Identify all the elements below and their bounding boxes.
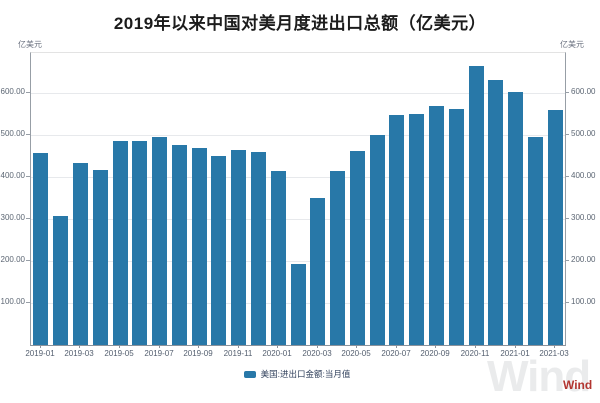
bar (528, 137, 543, 345)
bar (330, 171, 345, 345)
y-axis-label: 500.00 (571, 129, 596, 138)
bar (152, 137, 167, 345)
x-axis-label: 2020-07 (381, 349, 411, 358)
bar (132, 141, 147, 345)
wind-watermark-large: Wind (487, 352, 591, 401)
x-axis-tick (238, 345, 239, 348)
y-axis-label: 600.00 (0, 87, 25, 96)
y-axis-unit-left: 亿美元 (18, 40, 42, 49)
x-axis-tick (79, 345, 80, 348)
gridline (31, 135, 565, 136)
bar (429, 106, 444, 345)
bar (73, 163, 88, 345)
bar (192, 148, 207, 345)
x-axis-label: 2019-01 (25, 349, 55, 358)
x-axis-label: 2019-07 (144, 349, 174, 358)
gridline (31, 261, 565, 262)
x-axis-label: 2019-05 (104, 349, 134, 358)
bar (310, 198, 325, 345)
x-axis-tick (159, 345, 160, 348)
y-axis-tick (26, 260, 30, 261)
y-axis-label: 400.00 (571, 171, 596, 180)
bar (389, 115, 404, 345)
x-axis-label: 2020-01 (262, 349, 292, 358)
bar (33, 153, 48, 345)
y-axis-label: 100.00 (571, 297, 596, 306)
x-axis-tick (198, 345, 199, 348)
x-axis-label: 2020-09 (420, 349, 450, 358)
y-axis-label: 500.00 (0, 129, 25, 138)
x-axis-tick (396, 345, 397, 348)
x-axis-tick (277, 345, 278, 348)
y-axis-tick (26, 302, 30, 303)
y-axis-tick (565, 92, 569, 93)
bar (350, 151, 365, 345)
x-axis-tick (435, 345, 436, 348)
y-axis-tick (26, 218, 30, 219)
x-axis-tick (40, 345, 41, 348)
bar (409, 114, 424, 345)
x-axis-tick (515, 345, 516, 348)
x-axis-tick (317, 345, 318, 348)
x-axis-label: 2021-01 (500, 349, 530, 358)
y-axis-label: 300.00 (571, 213, 596, 222)
y-axis-tick (565, 176, 569, 177)
y-axis-label: 100.00 (0, 297, 25, 306)
x-axis-label: 2019-03 (64, 349, 94, 358)
y-axis-label: 300.00 (0, 213, 25, 222)
legend: 美国:进出口金额:当月值 (30, 368, 564, 380)
y-axis-tick (565, 302, 569, 303)
y-axis-label: 200.00 (0, 255, 25, 264)
y-axis-unit-right: 亿美元 (560, 40, 584, 49)
bar (449, 109, 464, 345)
bar (370, 135, 385, 345)
chart-title: 2019年以来中国对美月度进出口总额（亿美元） (113, 14, 487, 33)
gridline (31, 219, 565, 220)
y-axis-tick (565, 260, 569, 261)
y-axis-label: 400.00 (0, 171, 25, 180)
bar (291, 264, 306, 345)
bar (469, 66, 484, 345)
bar (172, 145, 187, 345)
bar (251, 152, 266, 345)
bar (548, 110, 563, 345)
wind-logo-small: Wind (563, 378, 593, 392)
bar (231, 150, 246, 345)
bar (488, 80, 503, 345)
y-axis-tick (26, 134, 30, 135)
x-axis-label: 2021-03 (539, 349, 569, 358)
x-axis-tick (554, 345, 555, 348)
x-axis-tick (475, 345, 476, 348)
bar (508, 92, 523, 345)
x-axis-label: 2020-05 (341, 349, 371, 358)
gridline (31, 93, 565, 94)
y-axis-tick (565, 134, 569, 135)
legend-label: 美国:进出口金额:当月值 (260, 369, 351, 379)
x-axis-label: 2019-09 (183, 349, 213, 358)
bar (271, 171, 286, 345)
x-axis-tick (356, 345, 357, 348)
gridline (31, 177, 565, 178)
bar (93, 170, 108, 345)
bar (53, 216, 68, 345)
bar (113, 141, 128, 345)
y-axis-label: 600.00 (571, 87, 596, 96)
bar (211, 156, 226, 345)
y-axis-tick (26, 92, 30, 93)
x-axis-label: 2020-11 (460, 349, 490, 358)
x-axis-label: 2019-11 (223, 349, 253, 358)
y-axis-tick (26, 176, 30, 177)
y-axis-tick (565, 218, 569, 219)
legend-swatch-icon (243, 370, 256, 378)
y-axis-label: 200.00 (571, 255, 596, 264)
plot-area (30, 52, 566, 346)
x-axis-tick (119, 345, 120, 348)
x-axis-label: 2020-03 (302, 349, 332, 358)
